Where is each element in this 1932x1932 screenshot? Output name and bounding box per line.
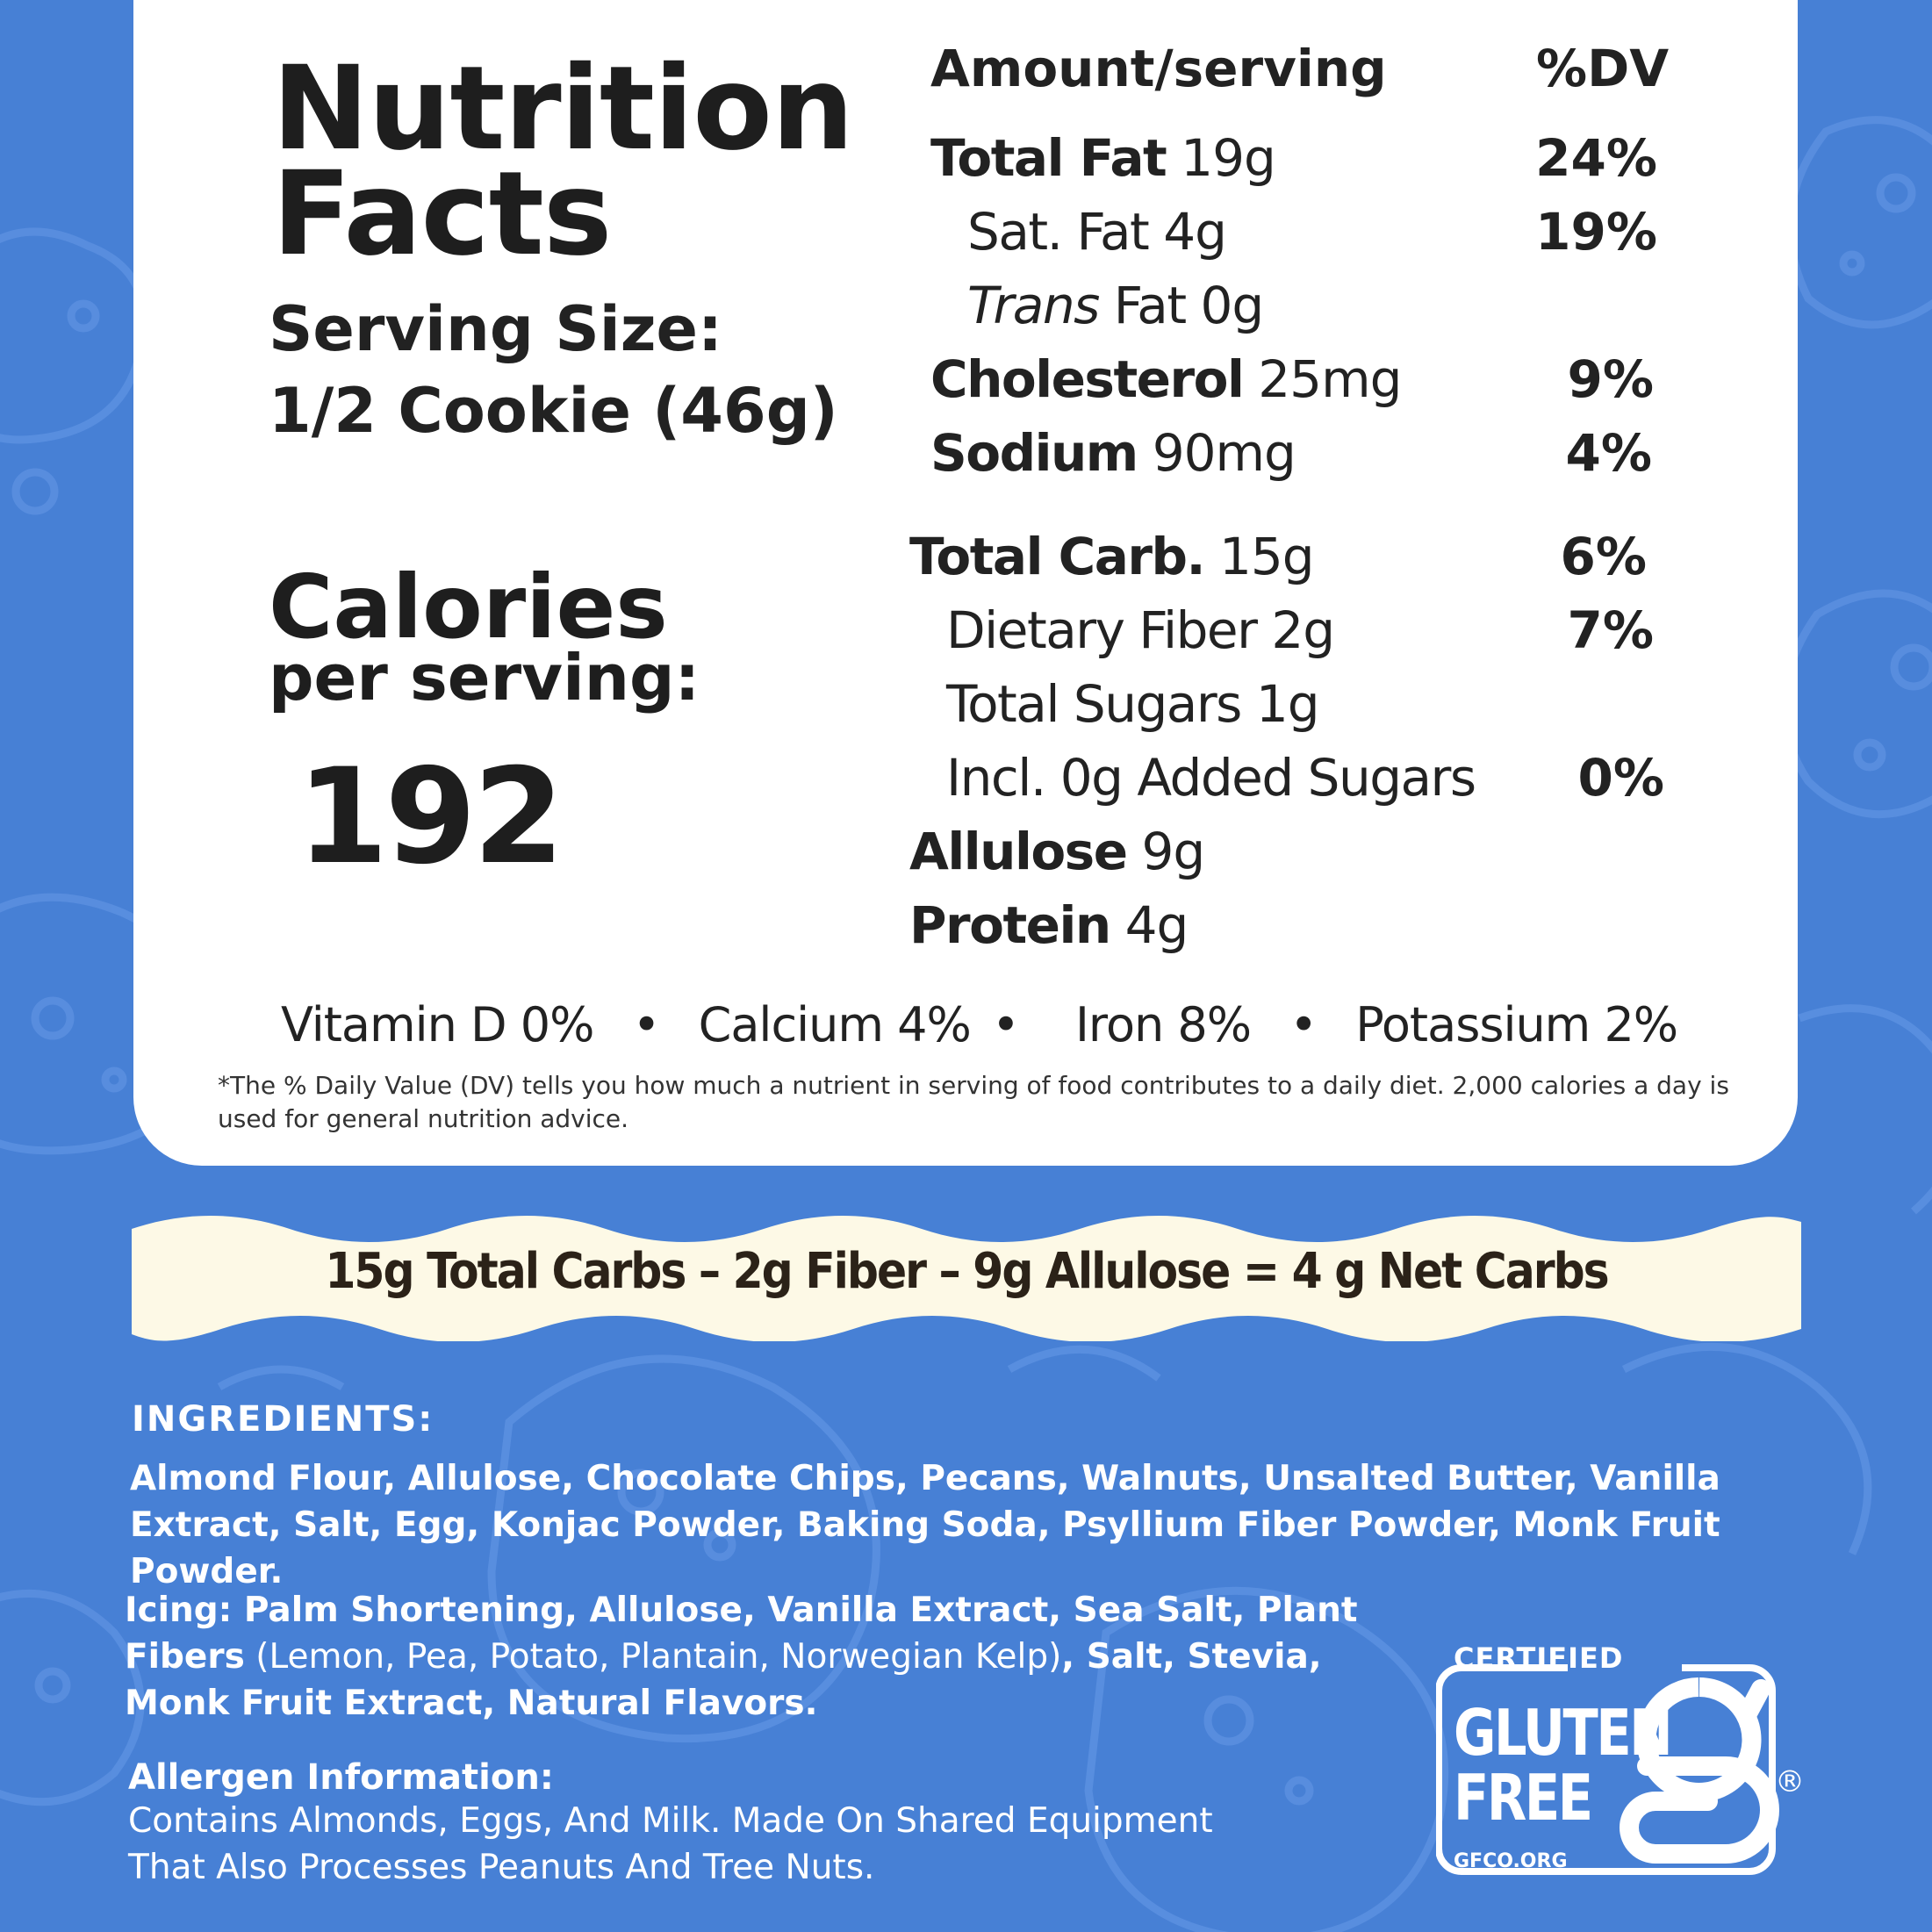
row-sodium: Sodium 90mg [930,423,1296,483]
icing-part1: Icing: Palm Shortening, Allulose, Vanill… [125,1591,1358,1677]
row-sodium-name: Sodium [930,423,1138,483]
iron: Iron 8% [1075,997,1252,1052]
row-total-fat-value: 19g [1181,128,1276,188]
net-carbs-equation: 15g Total Carbs – 2g Fiber – 9g Allulose… [325,1243,1609,1300]
ingredients-list-text: Almond Flour, Allulose, Chocolate Chips,… [130,1459,1720,1591]
gf-certified-label: CERTIFIED [1454,1641,1624,1675]
row-total-carb-dv: 6% [1560,527,1647,586]
calories-value: 192 [297,741,564,894]
row-sat-fat: Sat. Fat 4g [967,202,1227,262]
nutrition-title-line1: Nutrition [272,41,854,176]
calories-label: Calories [269,556,668,658]
ingredients-heading: INGREDIENTS: [132,1399,435,1440]
icing-part2: (Lemon, Pea, Potato, Plantain, Norwegian… [244,1637,1062,1677]
gf-registered-mark: ® [1775,1764,1805,1799]
row-trans-fat-italic: Trans [967,276,1100,335]
ingredients-list: Almond Flour, Allulose, Chocolate Chips,… [130,1455,1824,1595]
row-total-fat: Total Fat 19g [930,128,1276,188]
vitamin-separator: • [991,997,1020,1052]
row-total-carb-value: 15g [1218,527,1315,586]
row-sat-fat-dv: 19% [1535,202,1657,262]
potassium: Potassium 2% [1355,997,1678,1052]
vitamin-separator: • [1289,997,1318,1052]
icing-part3: , Salt, Stevia, Monk Fruit Extract, Natu… [125,1637,1322,1723]
vitamin-d: Vitamin D 0% [281,997,594,1052]
row-total-sugars-name: Total Sugars [946,674,1242,734]
gfco-g-icon [1435,1641,1779,1875]
row-sat-fat-name: Sat. Fat [967,202,1150,262]
icing-ingredients: Icing: Palm Shortening, Allulose, Vanill… [125,1587,1389,1727]
serving-size-value: 1/2 Cookie (46g) [269,375,838,447]
row-added-sugars-name: Incl. 0g Added Sugars [946,748,1476,808]
calories-sub-label: per serving: [269,641,700,715]
gf-site-label: GFCO.ORG [1454,1850,1568,1872]
net-carbs-banner [132,1216,1801,1341]
row-trans-fat-name: Fat [1113,276,1187,335]
row-sat-fat-value: 4g [1163,202,1227,262]
row-added-sugars: Incl. 0g Added Sugars [946,748,1476,808]
gf-free-label: FREE [1454,1761,1593,1835]
gluten-free-certified-logo: CERTIFIED GLUTEN FREE ® GFCO.ORG [1435,1634,1813,1915]
row-total-carb-name: Total Carb. [909,527,1206,586]
nutrition-title-line2: Facts [272,147,612,282]
row-dietary-fiber-name: Dietary Fiber [946,600,1258,660]
header-daily-value: %DV [1536,39,1670,98]
row-total-fat-name: Total Fat [930,128,1167,188]
nutrition-facts-card: Nutrition Facts Serving Size: 1/2 Cookie… [133,0,1798,1166]
row-cholesterol-dv: 9% [1567,349,1654,409]
row-total-sugars: Total Sugars 1g [946,674,1320,734]
daily-value-footnote: *The % Daily Value (DV) tells you how mu… [218,1071,1729,1133]
allergen-text: Contains Almonds, Eggs, And Milk. Made O… [128,1801,1213,1887]
row-total-carb: Total Carb. 15g [909,527,1315,586]
row-protein: Protein 4g [909,895,1189,955]
row-total-fat-dv: 24% [1535,128,1657,188]
row-total-sugars-value: 1g [1255,674,1320,734]
row-protein-value: 4g [1124,895,1189,955]
row-allulose-name: Allulose [909,822,1128,881]
row-sodium-dv: 4% [1565,423,1652,483]
row-cholesterol: Cholesterol 25mg [930,349,1402,409]
row-trans-fat: Trans Fat 0g [967,276,1265,335]
row-added-sugars-dv: 0% [1577,748,1664,808]
allergen-heading: Allergen Information: [128,1757,554,1798]
row-sodium-value: 90mg [1152,423,1296,483]
row-dietary-fiber-value: 2g [1271,600,1335,660]
vitamin-separator: • [632,997,661,1052]
header-amount-per-serving: Amount/serving [930,39,1387,98]
row-dietary-fiber: Dietary Fiber 2g [946,600,1335,660]
calcium: Calcium 4% [698,997,972,1052]
row-trans-fat-value: 0g [1200,276,1265,335]
vitamins-line: Vitamin D 0% • Calcium 4% • Iron 8% • Po… [281,997,1678,1052]
serving-size-label: Serving Size: [269,293,722,365]
row-cholesterol-name: Cholesterol [930,349,1245,409]
row-cholesterol-value: 25mg [1258,349,1402,409]
row-dietary-fiber-dv: 7% [1567,600,1654,660]
row-allulose: Allulose 9g [909,822,1205,881]
gf-gluten-label: GLUTEN [1454,1696,1673,1770]
row-allulose-value: 9g [1141,822,1205,881]
row-protein-name: Protein [909,895,1111,955]
